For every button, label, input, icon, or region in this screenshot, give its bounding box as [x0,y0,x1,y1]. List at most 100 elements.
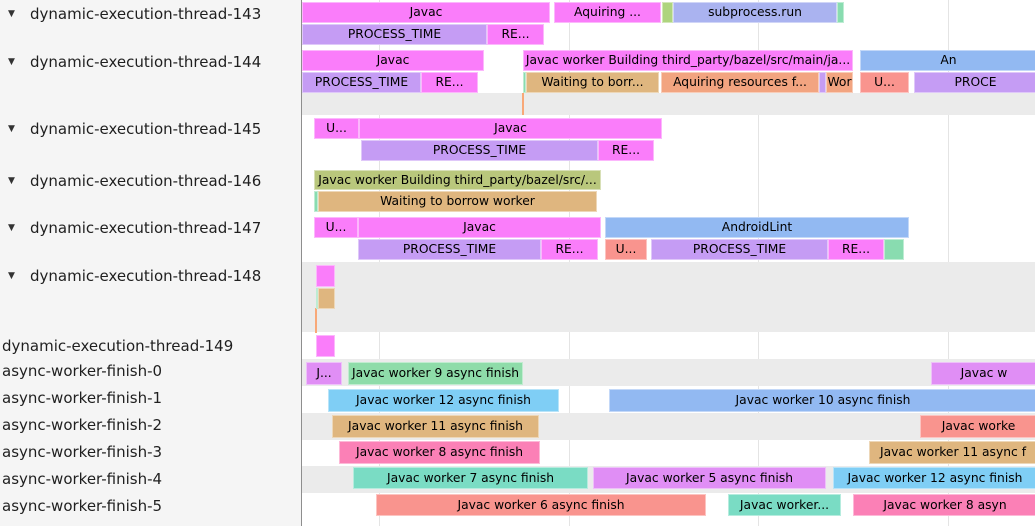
sidebar-track-dynamic-execution-thread-147[interactable]: ▼ dynamic-execution-thread-147 [0,218,301,238]
expander-icon[interactable]: ▼ [8,124,15,134]
timeline-slice[interactable]: Javac worker 11 async finish [332,415,539,438]
timeline-slice[interactable]: Waiting to borr... [526,72,659,93]
sidebar-track-dynamic-execution-thread-143[interactable]: ▼ dynamic-execution-thread-143 [0,4,301,24]
timeline-slice[interactable]: PROCESS_TIME [302,72,421,93]
slice-label: Aquiring ... [574,5,641,19]
sidebar-track-dynamic-execution-thread-146[interactable]: ▼ dynamic-execution-thread-146 [0,171,301,191]
track-label: async-worker-finish-5 [2,497,163,515]
timeline-slice[interactable]: Javac worker Building third_party/bazel/… [523,50,853,71]
slice-label: Javac worker 8 async finish [355,445,524,459]
timeline-slice[interactable]: Javac worker 11 async f [869,441,1035,464]
timeline-slice[interactable]: PROCESS_TIME [361,140,598,161]
expander-icon[interactable]: ▼ [8,271,15,281]
timeline-slice[interactable]: Javac worker 9 async finish [348,362,523,385]
timeline-slice[interactable]: Javac worker 6 async finish [376,494,706,516]
timeline-slice[interactable] [316,335,335,357]
slice-label: PROCESS_TIME [402,242,497,256]
timeline-slice[interactable] [837,2,844,23]
slice-label: Javac worker 5 async finish [625,471,794,485]
sidebar-track-async-worker-finish-3[interactable]: async-worker-finish-3 [0,442,301,462]
slice-label: Javac worker Building third_party/bazel/… [525,53,851,67]
timeline-slice[interactable]: Javac worker 8 asyn [853,494,1035,516]
sidebar-track-dynamic-execution-thread-149[interactable]: dynamic-execution-thread-149 [0,336,301,356]
timeline-slice[interactable]: Aquiring resources f... [661,72,819,93]
timeline-slice[interactable]: RE... [541,239,598,260]
timeline-slice[interactable] [819,72,826,93]
timeline-slice[interactable]: Javac [359,118,662,139]
timeline-slice[interactable]: Javac [358,217,601,238]
timeline-slice[interactable]: Javac [302,2,550,23]
sidebar-track-dynamic-execution-thread-145[interactable]: ▼ dynamic-execution-thread-145 [0,119,301,139]
timeline-slice[interactable]: Waiting to borrow worker [318,191,597,212]
sidebar-track-async-worker-finish-4[interactable]: async-worker-finish-4 [0,469,301,489]
timeline-slice[interactable]: Javac [302,50,484,71]
track-name-panel: ▼ dynamic-execution-thread-143 ▼ dynamic-ex… [0,0,301,526]
slice-label: J... [316,366,332,380]
slice-label: RE... [435,75,464,89]
slice-label: subprocess.run [708,5,802,19]
timeline-slice[interactable]: Javac w [931,362,1035,385]
timeline-slice[interactable]: Javac worker 5 async finish [593,467,826,489]
timeline-slice[interactable]: AndroidLint [605,217,909,238]
timeline-slice[interactable] [318,288,335,309]
timeline-slice[interactable] [316,288,318,309]
timeline-slice[interactable]: Aquiring ... [554,2,661,23]
expander-icon[interactable]: ▼ [8,176,15,186]
slice-label: PROCESS_TIME [432,143,527,157]
timeline-slice[interactable]: An [860,50,1035,71]
track-label: dynamic-execution-thread-147 [30,219,262,237]
slice-label: AndroidLint [721,220,793,234]
slice-label: RE... [555,242,584,256]
slice-label: RE... [611,143,641,157]
timeline-slice[interactable]: Wor [826,72,853,93]
timeline-slice[interactable]: U... [860,72,909,93]
timeline-slice[interactable]: PROCESS_TIME [302,24,487,45]
timeline-slice[interactable]: PROCE [914,72,1035,93]
sidebar-track-async-worker-finish-0[interactable]: async-worker-finish-0 [0,361,301,381]
timeline-slice[interactable] [662,2,673,23]
slice-label: Javac worker 7 async finish [386,471,555,485]
sidebar-track-dynamic-execution-thread-144[interactable]: ▼ dynamic-execution-thread-144 [0,52,301,72]
expander-icon[interactable]: ▼ [8,223,15,233]
sidebar-track-dynamic-execution-thread-148[interactable]: ▼ dynamic-execution-thread-148 [0,266,301,286]
timeline-slice[interactable]: Javac worker 8 async finish [339,441,540,464]
timeline-slice[interactable]: Javac worker 7 async finish [353,467,588,489]
track-label: async-worker-finish-1 [2,389,163,407]
timeline-slice[interactable]: RE... [598,140,654,161]
instant-event-marker[interactable] [522,93,524,115]
timeline-slice[interactable]: Javac worker 12 async finish [328,389,559,412]
timeline-slice[interactable]: Javac worke [920,415,1035,438]
timeline-slice[interactable]: RE... [828,239,884,260]
track-label: async-worker-finish-0 [2,362,163,380]
timeline-slice[interactable]: Javac worker... [728,494,841,516]
timeline-slice[interactable]: PROCESS_TIME [651,239,828,260]
slice-label: Javac w [960,366,1008,380]
track-label: async-worker-finish-2 [2,416,163,434]
sidebar-track-async-worker-finish-1[interactable]: async-worker-finish-1 [0,388,301,408]
slice-label: Waiting to borrow worker [380,194,535,208]
expander-icon[interactable]: ▼ [8,9,15,19]
expander-icon[interactable]: ▼ [8,57,15,67]
timeline-panel[interactable]: Javac Aquiring ... subprocess.run PROCESS_T… [301,0,1035,526]
instant-event-marker[interactable] [315,308,317,333]
track-label: async-worker-finish-4 [2,470,163,488]
timeline-slice[interactable]: U... [605,239,647,260]
timeline-slice[interactable] [884,239,904,260]
timeline-slice[interactable] [314,191,318,212]
sidebar-track-async-worker-finish-2[interactable]: async-worker-finish-2 [0,415,301,435]
timeline-slice[interactable]: RE... [421,72,478,93]
timeline-slice[interactable]: RE... [487,24,544,45]
timeline-slice[interactable]: Javac worker 12 async finish [833,467,1035,489]
timeline-slice[interactable]: U... [314,118,359,139]
row-band [302,93,1035,115]
timeline-slice[interactable] [523,72,526,93]
timeline-slice[interactable]: J... [306,362,342,385]
timeline-slice[interactable]: PROCESS_TIME [358,239,541,260]
timeline-slice[interactable]: Javac worker Building third_party/bazel/… [314,170,601,190]
timeline-slice[interactable] [316,265,335,287]
timeline-slice[interactable]: Javac worker 10 async finish [609,389,1035,412]
sidebar-track-async-worker-finish-5[interactable]: async-worker-finish-5 [0,496,301,516]
timeline-slice[interactable]: U... [314,217,358,238]
timeline-slice[interactable]: subprocess.run [673,2,837,23]
